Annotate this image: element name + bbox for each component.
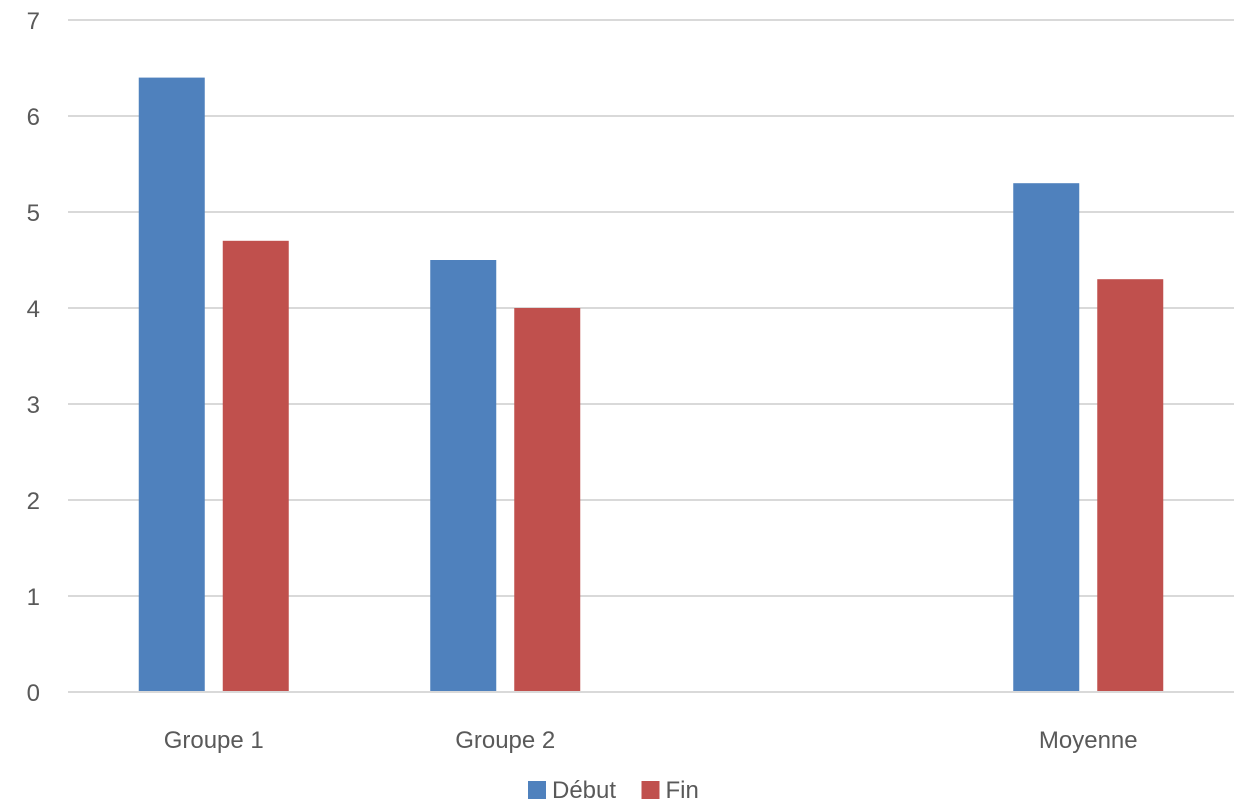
legend-label: Fin bbox=[666, 777, 699, 804]
x-tick-label: Groupe 2 bbox=[455, 727, 555, 754]
bar-fin-1 bbox=[514, 308, 581, 692]
bar-fin-0 bbox=[222, 240, 289, 693]
y-tick-label: 0 bbox=[27, 680, 40, 707]
y-tick-label: 1 bbox=[27, 584, 40, 611]
legend-label: Début bbox=[552, 777, 616, 804]
legend-swatch bbox=[641, 781, 660, 799]
bar-fin-3 bbox=[1097, 279, 1164, 692]
x-tick-label: Groupe 1 bbox=[164, 727, 264, 754]
legend-swatch bbox=[528, 781, 546, 799]
bar-d-but-0 bbox=[138, 77, 205, 693]
y-axis-ticks: 0 1 2 3 4 5 6 7 bbox=[27, 8, 40, 707]
y-tick-label: 7 bbox=[27, 8, 40, 35]
bar-d-but-3 bbox=[1013, 183, 1080, 692]
y-tick-label: 3 bbox=[27, 392, 40, 419]
y-tick-label: 6 bbox=[27, 104, 40, 131]
y-tick-label: 4 bbox=[27, 296, 40, 323]
y-tick-label: 2 bbox=[27, 488, 40, 515]
legend: Début Fin bbox=[528, 777, 699, 804]
y-tick-label: 5 bbox=[27, 200, 40, 227]
bars bbox=[138, 77, 1164, 693]
x-tick-label: Moyenne bbox=[1039, 727, 1138, 754]
x-axis-labels: Groupe 1 Groupe 2 Moyenne bbox=[164, 727, 1138, 754]
bar-d-but-1 bbox=[430, 260, 497, 692]
